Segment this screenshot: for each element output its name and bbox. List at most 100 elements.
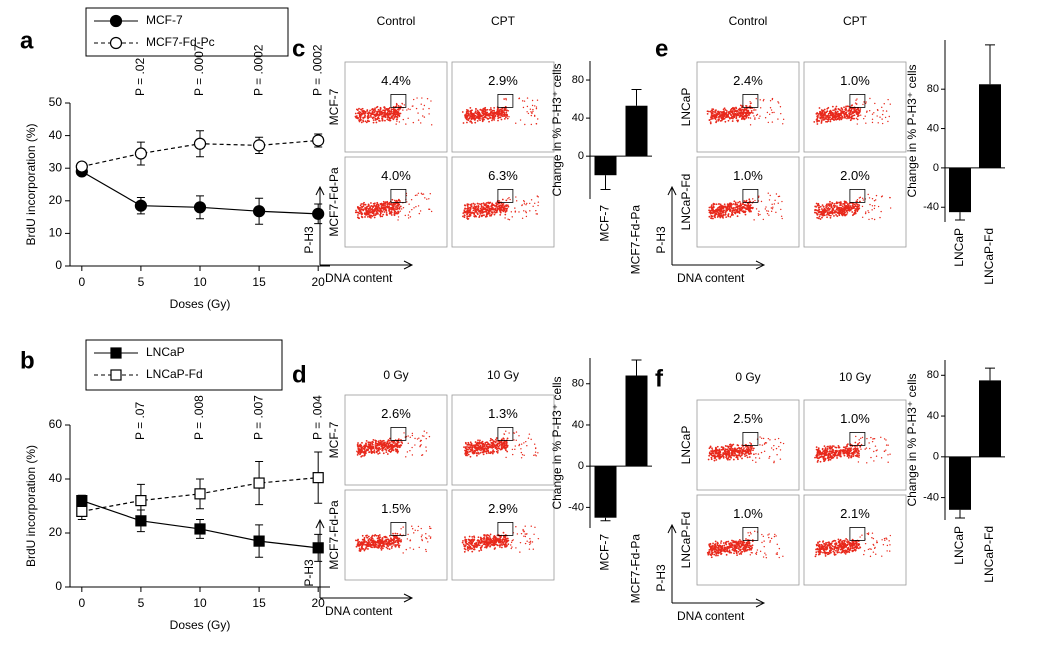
cell-dot: [515, 439, 517, 441]
cell-dot: [496, 539, 499, 542]
cell-dot: [836, 206, 838, 209]
cell-dot: [735, 448, 738, 451]
cell-dot: [493, 112, 496, 114]
cell-dot: [467, 114, 469, 117]
cell-dot: [814, 456, 816, 459]
cell-dot: [398, 546, 400, 549]
cell-dot: [367, 443, 370, 446]
cell-dot: [475, 442, 478, 445]
legend-label: MCF-7: [146, 13, 183, 27]
cell-dot: [749, 206, 752, 209]
cell-dot: [748, 209, 751, 211]
cell-dot: [496, 440, 498, 442]
cell-dot: [535, 209, 537, 212]
cell-dot: [715, 458, 718, 461]
cell-dot: [463, 214, 466, 217]
cell-dot: [726, 457, 728, 460]
cell-dot: [374, 107, 376, 110]
cell-dot: [358, 543, 361, 546]
cell-dot: [486, 108, 489, 111]
y-tick-label: -40: [923, 201, 939, 213]
cell-dot: [749, 124, 752, 126]
cell-dot: [496, 443, 499, 446]
cell-dot: [398, 446, 401, 448]
cell-dot: [780, 215, 783, 217]
cell-dot: [465, 540, 468, 543]
cell-dot: [837, 212, 840, 214]
cell-dot: [531, 112, 533, 115]
cell-dot: [411, 434, 414, 437]
cell-dot: [394, 540, 397, 542]
cell-dot: [382, 213, 385, 216]
cell-dot: [375, 212, 378, 215]
cell-dot: [821, 112, 824, 115]
cell-dot: [415, 205, 417, 208]
cell-dot: [463, 216, 466, 219]
cell-dot: [385, 540, 388, 543]
cell-dot: [483, 534, 486, 537]
cell-dot: [752, 198, 754, 200]
cell-dot: [738, 200, 741, 203]
cell-dot: [496, 451, 499, 454]
cell-dot: [376, 105, 379, 108]
cell-dot: [515, 122, 517, 124]
cell-dot: [386, 118, 389, 121]
cell-dot: [402, 118, 405, 121]
cell-dot: [471, 451, 474, 454]
cell-dot: [475, 542, 478, 545]
cell-dot: [395, 211, 397, 214]
cell-dot: [368, 204, 370, 207]
cell-dot: [873, 200, 876, 202]
gate-percent: 2.9%: [488, 501, 518, 516]
cell-dot: [402, 552, 404, 554]
cell-dot: [879, 116, 881, 118]
cell-dot: [425, 446, 427, 448]
cell-dot: [468, 535, 471, 538]
cell-dot: [360, 119, 362, 121]
cell-dot: [708, 454, 711, 457]
cell-dot: [368, 451, 371, 453]
cell-dot: [388, 118, 391, 120]
cell-dot: [387, 541, 390, 544]
cell-dot: [377, 116, 380, 119]
cell-dot: [389, 211, 391, 214]
column-label: 0 Gy: [383, 368, 408, 382]
cell-dot: [373, 541, 376, 544]
cell-dot: [820, 208, 823, 210]
cell-dot: [739, 108, 742, 111]
cell-dot: [519, 541, 522, 544]
cell-dot: [709, 121, 712, 124]
cell-dot: [430, 527, 432, 530]
cell-dot: [491, 444, 494, 447]
cell-dot: [496, 109, 499, 112]
cell-dot: [397, 438, 400, 440]
cell-dot: [883, 103, 885, 105]
cell-dot: [766, 212, 769, 215]
cell-dot: [767, 121, 770, 124]
cell-dot: [477, 451, 480, 454]
gate-percent: 2.9%: [488, 73, 518, 88]
cell-dot: [482, 114, 485, 117]
cell-dot: [370, 113, 373, 115]
cell-dot: [833, 202, 836, 205]
cell-dot: [382, 452, 385, 455]
cell-dot: [861, 205, 864, 208]
cell-dot: [871, 198, 874, 200]
cell-dot: [416, 194, 418, 196]
cell-dot: [535, 213, 537, 215]
cell-dot: [757, 213, 760, 215]
cell-dot: [849, 109, 851, 112]
cell-dot: [480, 206, 483, 208]
cell-dot: [409, 216, 412, 218]
cell-dot: [463, 209, 466, 212]
cell-dot: [355, 209, 357, 212]
cell-dot: [357, 452, 360, 455]
cell-dot: [502, 203, 505, 205]
cell-dot: [711, 117, 714, 120]
cell-dot: [357, 538, 359, 541]
cell-dot: [374, 109, 377, 111]
cell-dot: [476, 454, 478, 457]
cell-dot: [758, 195, 760, 197]
cell-dot: [712, 110, 715, 113]
cell-dot: [399, 205, 402, 208]
